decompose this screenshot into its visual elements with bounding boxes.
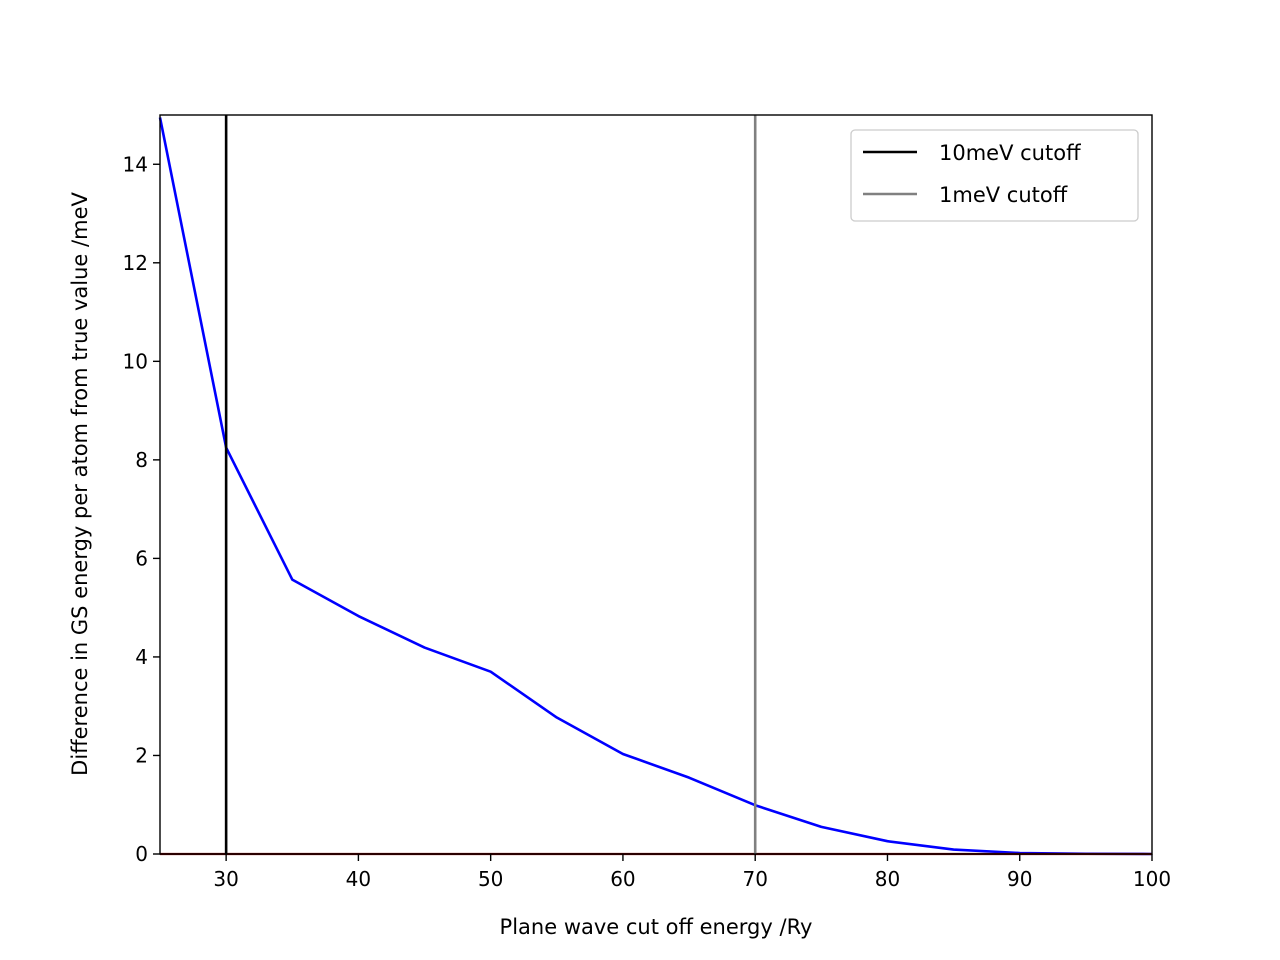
y-tick-label: 2 xyxy=(135,743,148,767)
plot-background xyxy=(160,115,1152,854)
y-axis-ticks: 0 2 4 6 8 10 12 14 xyxy=(123,152,160,866)
x-tick-label: 80 xyxy=(875,867,900,891)
x-tick-label: 90 xyxy=(1007,867,1032,891)
legend-box xyxy=(850,129,1139,222)
y-tick-label: 12 xyxy=(123,251,148,275)
x-tick-label: 30 xyxy=(213,867,238,891)
x-tick-label: 100 xyxy=(1133,867,1171,891)
x-axis-label: Plane wave cut off energy /Ry xyxy=(500,915,813,939)
y-tick-label: 6 xyxy=(135,546,148,570)
y-tick-label: 8 xyxy=(135,448,148,472)
y-tick-label: 10 xyxy=(123,349,148,373)
vline-layer xyxy=(224,115,757,854)
x-tick-label: 60 xyxy=(610,867,635,891)
y-tick-label: 4 xyxy=(135,645,148,669)
legend: 10meV cutoff 1meV cutoff xyxy=(850,129,1139,222)
series-line-0 xyxy=(158,117,1153,856)
x-tick-label: 70 xyxy=(742,867,767,891)
legend-label-1mev: 1meV cutoff xyxy=(939,183,1068,207)
x-axis-ticks: 30 40 50 60 70 80 90 100 xyxy=(213,854,1171,891)
y-axis-label: Difference in GS energy per atom from tr… xyxy=(68,192,92,776)
x-tick-label: 50 xyxy=(478,867,503,891)
y-tick-label: 14 xyxy=(123,152,148,176)
plot-frame xyxy=(159,114,1153,855)
legend-label-10mev: 10meV cutoff xyxy=(939,141,1081,165)
x-tick-label: 40 xyxy=(346,867,371,891)
y-tick-label: 0 xyxy=(135,842,148,866)
